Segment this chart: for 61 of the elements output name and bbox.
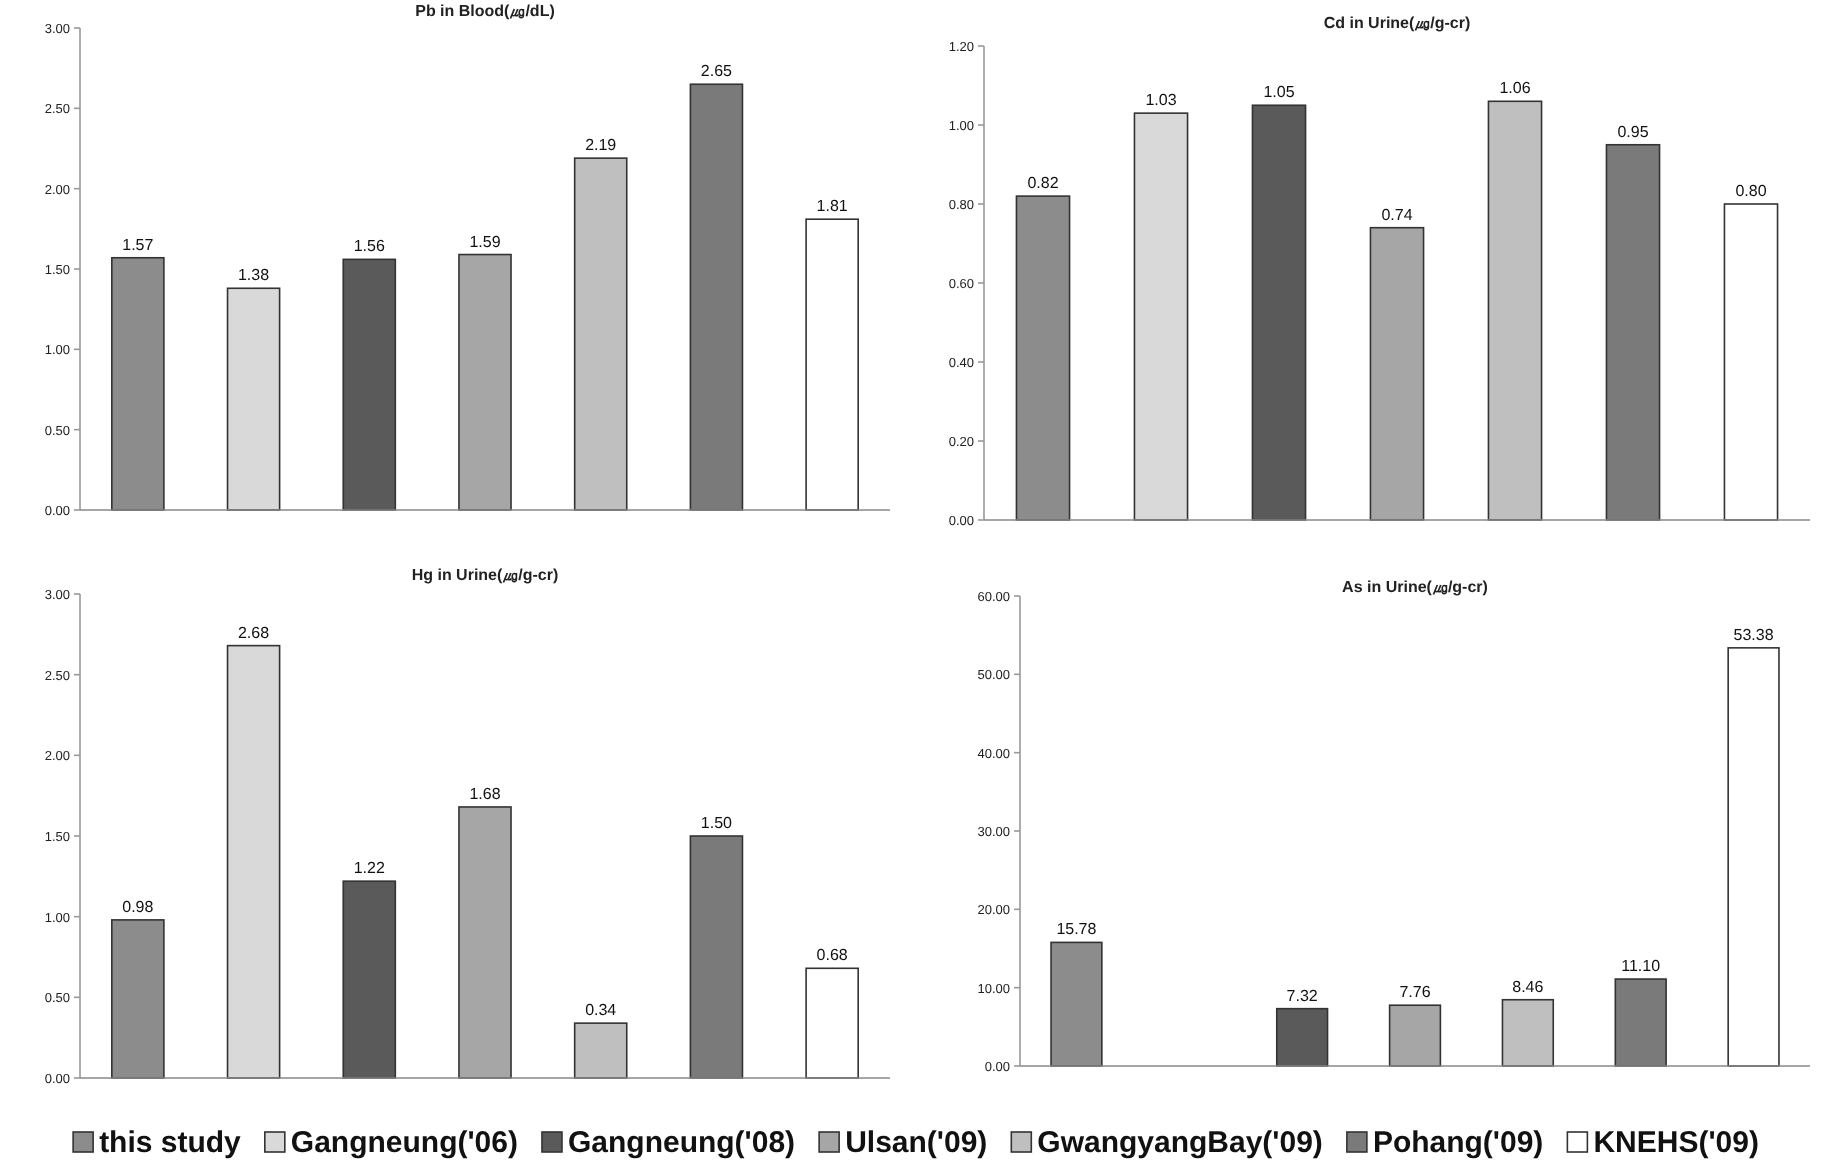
bar: [1133, 112, 1189, 521]
legend-label: Pohang('09): [1372, 1126, 1544, 1160]
bar: [805, 218, 859, 511]
data-label: 2.19: [585, 136, 618, 155]
data-label: 0.74: [1381, 205, 1414, 224]
bar: [458, 253, 512, 511]
bar: [342, 880, 397, 1079]
bar: [1723, 203, 1779, 521]
data-label: 1.81: [816, 197, 849, 216]
data-label: 11.10: [1621, 957, 1662, 976]
chart-title: Hg in Urine(㎍/g-cr): [411, 566, 559, 584]
bar: [1251, 104, 1307, 521]
chart-title: Cd in Urine(㎍/g-cr): [1323, 14, 1471, 32]
data-label: 1.57: [122, 235, 155, 254]
bar: [573, 157, 628, 511]
bar: [1369, 226, 1425, 521]
data-label: 1.50: [700, 814, 734, 832]
legend-label: Gangneung('06): [290, 1126, 518, 1160]
legend-label: GwangyangBay('09): [1037, 1126, 1323, 1160]
bar: [1614, 978, 1667, 1067]
data-label: 1.06: [1499, 79, 1532, 98]
data-label: 53.38: [1733, 625, 1775, 644]
legend-label: Ulsan('09): [845, 1126, 988, 1160]
bar: [226, 287, 281, 511]
bar: [342, 258, 397, 511]
chart-title: As in Urine(㎍/g-cr): [1342, 578, 1489, 596]
bar: [1275, 1007, 1329, 1067]
data-label: 1.05: [1263, 83, 1296, 102]
data-label: 1.68: [469, 784, 502, 803]
bar: [573, 1022, 628, 1079]
data-label: 7.76: [1399, 983, 1432, 1002]
data-label: 0.68: [816, 946, 849, 965]
legend-label: KNEHS('09): [1593, 1126, 1759, 1160]
bar: [1501, 998, 1555, 1067]
bar: [689, 83, 744, 511]
bar: [1605, 143, 1661, 521]
bar: [1727, 647, 1780, 1067]
legend-label: this study: [99, 1126, 243, 1160]
bar: [1388, 1004, 1442, 1067]
data-label: 1.22: [353, 859, 386, 878]
data-label: 1.38: [237, 266, 271, 285]
data-label: 1.56: [353, 237, 386, 256]
bar: [1487, 100, 1543, 521]
chart-title: Pb in Blood(㎍/dL): [415, 2, 556, 20]
data-label: 1.03: [1145, 91, 1178, 110]
bar: [458, 806, 512, 1079]
data-label: 2.65: [700, 62, 734, 81]
data-label: 0.82: [1027, 174, 1060, 193]
bar: [226, 644, 281, 1079]
data-label: 0.98: [122, 897, 155, 916]
data-label: 0.34: [585, 1001, 618, 1020]
data-label: 15.78: [1056, 920, 1098, 939]
legend-label: Gangneung('08): [567, 1126, 796, 1160]
data-label: 0.80: [1735, 182, 1768, 200]
bar: [805, 967, 859, 1079]
bar: [689, 835, 744, 1079]
data-label: 8.46: [1512, 977, 1545, 996]
data-label: 1.59: [469, 232, 502, 251]
data-label: 7.32: [1286, 986, 1319, 1005]
data-label: 2.68: [237, 623, 271, 642]
data-label: 0.95: [1617, 122, 1650, 141]
